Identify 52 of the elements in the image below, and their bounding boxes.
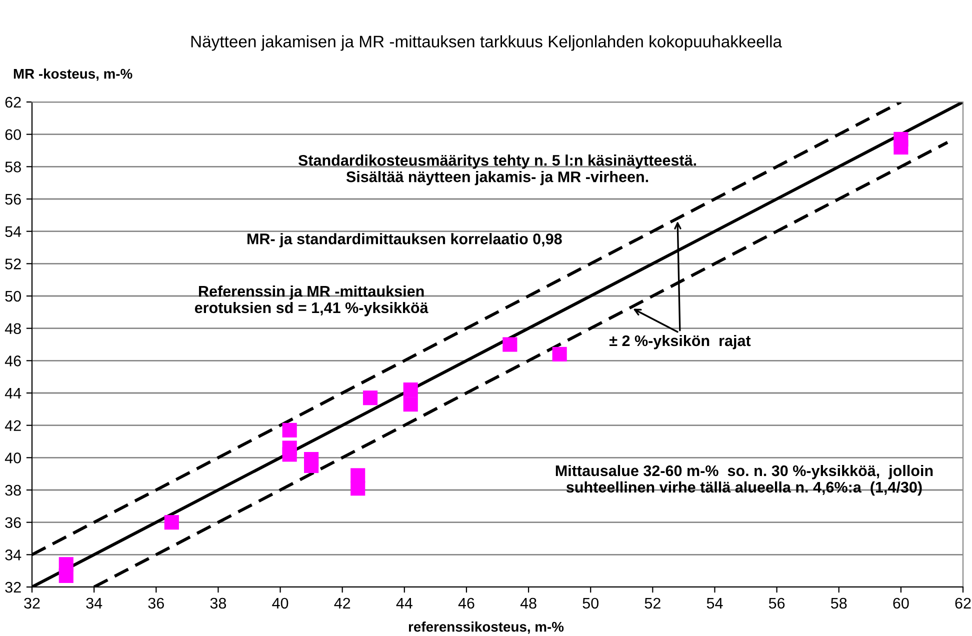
annotation: Standardikosteusmääritys tehty n. 5 l:n käsinäytteestä. Sisältää näytteen jakamis- ja MR -virheen. [298,154,696,186]
y-tick-label: 62 [5,96,21,108]
y-tick-label: 42 [4,420,21,431]
y-tick-label: 52 [5,258,21,270]
y-tick-label: 54 [5,226,22,238]
x-tick-label: 42 [334,598,350,608]
y-tick-label: 36 [5,517,21,528]
annotation: Referenssin ja MR -mittauksien erotuksien sd = 1,41 %-yksikköä [194,286,428,316]
point [502,337,518,352]
point [282,440,297,456]
x-tick-label: 52 [644,598,660,609]
point [403,382,418,398]
chart-title: Näytteen jakamisen ja MR -mittauksen tarkkuus Keljonlahden kokopuuhakkeella [191,35,782,51]
y-tick-label: 50 [5,290,21,302]
point [164,515,179,530]
x-tick-label: 32 [24,598,40,609]
y-tick-label: 60 [5,129,21,140]
x-tick-label: 34 [86,598,102,609]
x-tick-label: 50 [582,598,598,609]
y-tick-label: 44 [4,388,22,399]
point [362,390,378,406]
point [403,397,418,412]
y-tick-label: 58 [5,162,21,172]
point [552,346,567,362]
annotation: ± 2 %-yksikön rajat [609,334,751,350]
annotation: Mittausalue 32-60 m-% so. n. 30 %-yksikköä, jolloin suhteellinen virhe tällä alueella n. 4,6%:a (1,4/30) [556,464,933,496]
x-tick-label: 46 [458,598,474,609]
x-tick-label: 36 [148,598,164,609]
x-tick-label: 62 [955,598,971,609]
y-tick-label: 56 [5,194,21,205]
y-tick-label: 48 [4,323,21,334]
x-tick-label: 44 [396,598,412,608]
x-tick-label: 58 [830,598,847,609]
x-tick-label: 40 [272,598,288,609]
point [58,557,74,572]
x-tick-label: 48 [520,598,536,609]
x-tick-label: 60 [893,598,909,609]
point [350,468,366,483]
x-tick-label: 56 [768,598,785,609]
point [304,452,319,467]
y-tick-label: 40 [4,452,21,464]
x-axis-title: referenssikosteus, m-% [408,622,564,634]
x-tick-label: 38 [210,598,226,609]
y-tick-label: 34 [5,550,22,560]
annotation: MR- ja standardimittauksen korrelaatio 0,98 [248,233,562,248]
point [282,422,297,438]
y-axis-title: MR -kosteus, m-% [14,68,132,81]
y-tick-label: 46 [4,356,21,366]
y-tick-label: 38 [5,484,21,496]
x-tick-label: 54 [706,598,723,609]
y-tick-label: 32 [5,582,21,593]
point [894,132,908,146]
